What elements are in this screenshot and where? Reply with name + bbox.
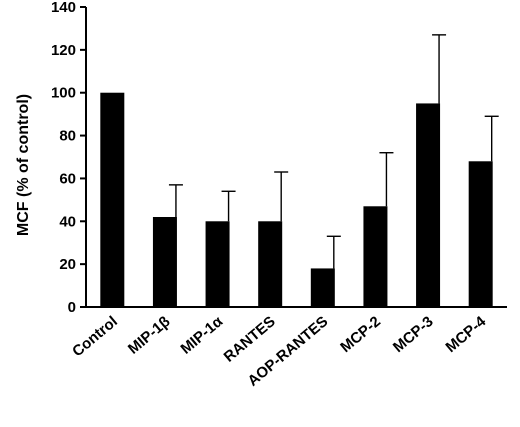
bar bbox=[205, 221, 230, 307]
y-tick-label: 80 bbox=[59, 128, 76, 145]
axes bbox=[85, 7, 507, 308]
bar bbox=[416, 103, 441, 307]
bars bbox=[100, 92, 493, 307]
bar bbox=[152, 217, 177, 307]
y-tick-label: 120 bbox=[51, 42, 76, 59]
y-tick-label: 60 bbox=[59, 170, 76, 187]
y-tick-label: 40 bbox=[59, 213, 76, 230]
x-tick-label: MCP-3 bbox=[390, 313, 437, 356]
x-tick-label: MIP-1α bbox=[177, 313, 226, 358]
error-bars bbox=[168, 34, 499, 269]
y-axis-ticks: 0 20 40 60 80 100 120 140 bbox=[51, 0, 86, 316]
x-tick-label: MCP-2 bbox=[337, 313, 384, 356]
x-tick-label: Control bbox=[69, 313, 121, 360]
bar bbox=[363, 206, 388, 307]
y-tick-label: 100 bbox=[51, 85, 76, 102]
bar bbox=[100, 92, 125, 307]
bar bbox=[258, 221, 283, 307]
bar bbox=[468, 161, 493, 307]
bar bbox=[310, 268, 335, 307]
y-tick-label: 20 bbox=[59, 256, 76, 273]
y-tick-label: 140 bbox=[51, 0, 76, 16]
x-tick-label: MCP-4 bbox=[443, 313, 490, 356]
y-axis-label: MCF (% of control) bbox=[15, 94, 32, 236]
y-tick-label: 0 bbox=[68, 299, 76, 316]
x-tick-label: MIP-1β bbox=[125, 313, 174, 358]
